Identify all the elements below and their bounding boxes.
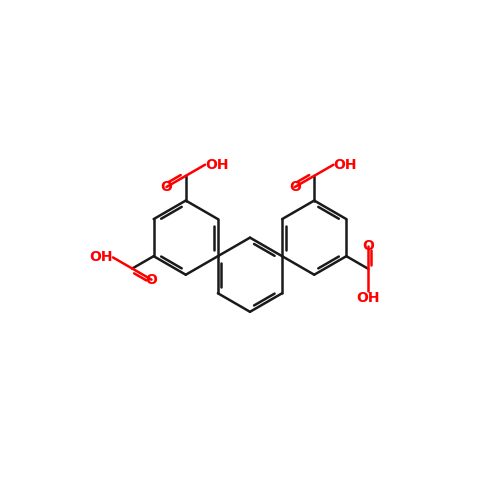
Text: O: O — [362, 240, 374, 254]
Text: O: O — [146, 272, 158, 286]
Text: OH: OH — [205, 158, 229, 172]
Text: O: O — [289, 180, 301, 194]
Text: OH: OH — [334, 158, 357, 172]
Text: OH: OH — [356, 291, 380, 305]
Text: OH: OH — [90, 250, 113, 264]
Text: O: O — [160, 180, 172, 194]
